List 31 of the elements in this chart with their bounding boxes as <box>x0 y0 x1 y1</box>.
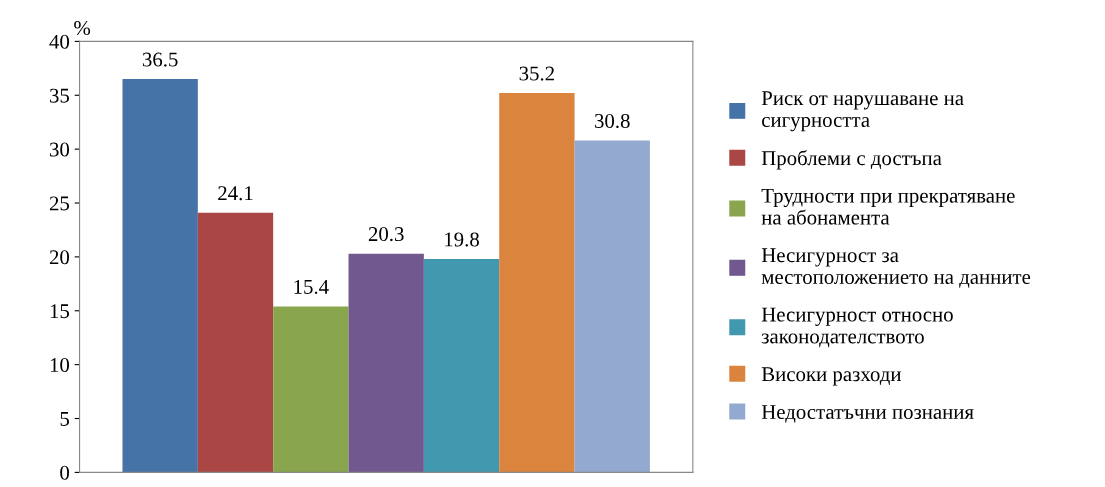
y-tick-label: 15 <box>50 304 70 319</box>
bar <box>348 253 424 473</box>
legend-label: Несигурност за местоположението на данните <box>761 248 1031 288</box>
bar <box>122 79 198 473</box>
y-tick-label: 35 <box>50 88 70 103</box>
y-tick-label: 5 <box>60 412 70 426</box>
data-label: 36.5 <box>142 52 178 67</box>
legend-label: Трудности при прекратяване на абонамента <box>761 188 1015 225</box>
y-tick-label: 20 <box>49 250 70 265</box>
legend-label: Проблеми с достъпа <box>761 150 942 170</box>
data-label: 19.8 <box>445 232 479 247</box>
y-tick-label: 10 <box>50 358 70 373</box>
y-axis-title: % <box>74 20 91 36</box>
y-tick-label: 0 <box>60 465 70 480</box>
data-label: 20.3 <box>368 227 404 242</box>
data-label: 30.8 <box>595 113 630 129</box>
data-label: 15.4 <box>294 279 329 294</box>
legend-label: Несигурност относно законодателството <box>761 307 953 348</box>
y-tick-label: 25 <box>49 196 70 211</box>
y-tick-label: 40 <box>49 34 70 49</box>
legend-label: Високи разходи <box>761 367 902 386</box>
bar <box>499 93 575 473</box>
legend-label: Риск от нарушаване на сигурността <box>761 91 964 132</box>
bar <box>574 140 650 473</box>
bar <box>423 259 500 473</box>
bar <box>197 212 274 473</box>
y-tick-label: 30 <box>50 142 70 157</box>
legend-label: Недостатъчни познания <box>761 405 974 423</box>
data-label: 35.2 <box>519 66 554 81</box>
data-label: 24.1 <box>218 186 253 201</box>
bar <box>273 306 349 473</box>
